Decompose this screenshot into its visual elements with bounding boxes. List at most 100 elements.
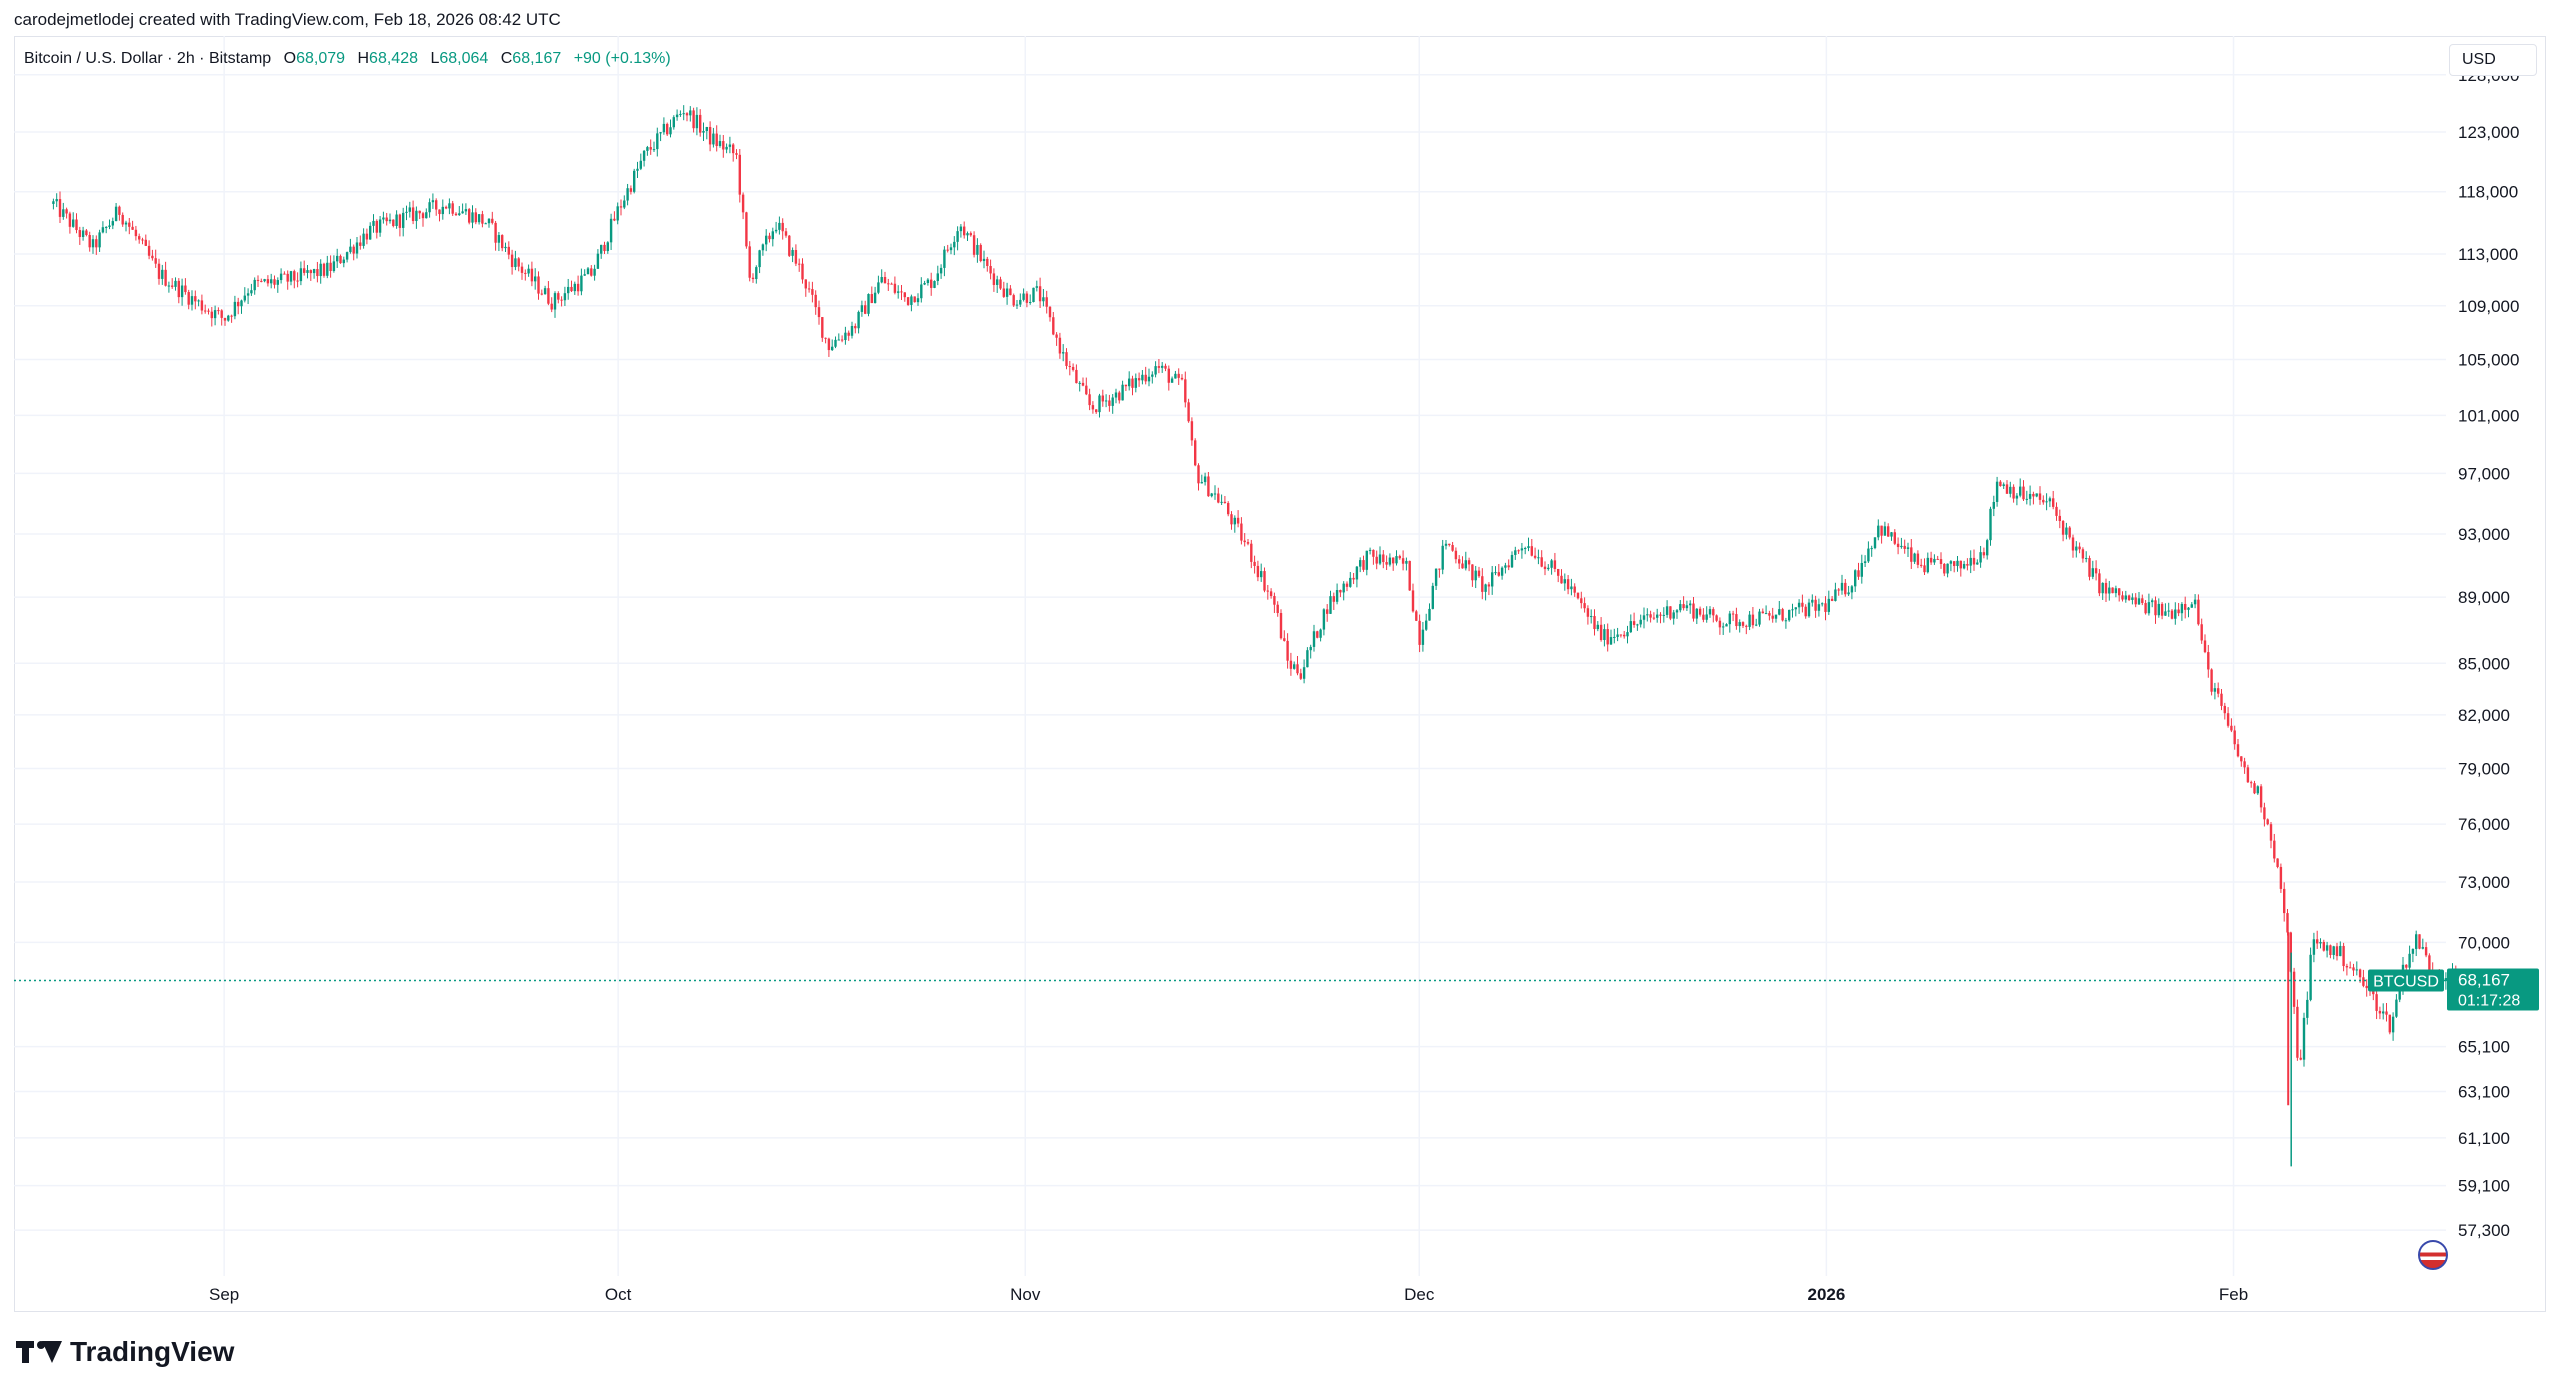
candle-body <box>1652 617 1656 619</box>
candle-body <box>1662 614 1665 616</box>
candle-body <box>273 279 276 285</box>
candle-body <box>78 230 81 238</box>
candle-body <box>1923 565 1926 573</box>
candle-body <box>675 114 679 118</box>
candle-body <box>682 113 685 115</box>
candle-body <box>1071 366 1075 370</box>
candle-body <box>1302 667 1306 679</box>
candle-body <box>534 276 537 282</box>
candle-body <box>702 130 705 133</box>
candle-body <box>1131 378 1134 388</box>
candle-body <box>1514 550 1517 555</box>
candle-body <box>1444 543 1448 546</box>
candle-body <box>1599 624 1603 641</box>
candle-body <box>2405 964 2408 968</box>
candle-body <box>174 280 177 287</box>
candle-body <box>1180 377 1184 380</box>
candle-body <box>2355 969 2358 971</box>
candle-body <box>1623 634 1626 637</box>
candle-body <box>543 288 547 295</box>
candle-body <box>1217 493 1220 503</box>
candle-body <box>1309 646 1312 651</box>
candle-body <box>1797 602 1801 608</box>
candle-body <box>867 294 870 314</box>
chart-frame <box>14 36 2546 1312</box>
candle-body <box>1088 394 1091 406</box>
candle-body <box>784 231 788 236</box>
candle-body <box>2184 603 2187 610</box>
candle-body <box>2167 610 2170 612</box>
candle-body <box>692 110 695 129</box>
candle-body <box>1781 609 1784 621</box>
symbol-name: Bitcoin / U.S. Dollar · 2h · Bitstamp <box>24 50 272 67</box>
candle-body <box>451 203 454 214</box>
candle-body <box>2312 939 2316 955</box>
candle-body <box>276 280 279 285</box>
candle-body <box>1134 378 1137 388</box>
candle-body <box>194 296 197 302</box>
candle-body <box>2276 858 2279 867</box>
candle-body <box>1946 563 1949 574</box>
chart-grid <box>14 36 2446 1276</box>
candle-body <box>2012 486 2015 499</box>
candle-body <box>778 222 781 230</box>
candle-body <box>910 296 913 305</box>
candle-body <box>329 262 332 271</box>
candle-body <box>553 293 557 310</box>
candle-body <box>68 213 72 227</box>
candle-body <box>2296 1006 2299 1058</box>
candle-body <box>98 232 101 248</box>
candle-body <box>1679 604 1682 611</box>
candle-body <box>283 273 286 275</box>
candle-body <box>903 292 906 298</box>
candle-body <box>765 235 768 245</box>
low-value: 68,064 <box>439 50 489 67</box>
candle-body <box>2111 587 2114 594</box>
candle-body <box>2309 954 2312 1000</box>
candle-body <box>1510 554 1514 568</box>
candle-body <box>1032 287 1035 303</box>
candle-body <box>1992 501 1995 509</box>
candle-body <box>722 141 725 150</box>
candle-body <box>2035 493 2038 497</box>
candle-body <box>246 293 250 296</box>
candle-body <box>794 250 798 264</box>
candle-body <box>227 315 230 321</box>
candle-body <box>167 285 171 287</box>
candle-body <box>801 263 804 280</box>
candle-body <box>1590 616 1593 618</box>
candle-body <box>207 310 210 312</box>
currency-selector[interactable]: USD <box>2449 44 2537 76</box>
price-tick-label: 109,000 <box>2458 297 2519 316</box>
candle-body <box>402 212 405 228</box>
candle-body <box>1428 608 1431 621</box>
candle-body <box>1213 493 1217 495</box>
candle-body <box>520 266 524 273</box>
candle-body <box>213 310 217 319</box>
candle-body <box>636 168 639 171</box>
candle-body <box>1649 614 1652 618</box>
candle-body <box>1329 596 1332 614</box>
candle-body <box>1613 636 1616 638</box>
candle-body <box>580 275 583 292</box>
candle-body <box>1896 543 1900 548</box>
candle-body <box>75 219 78 231</box>
candle-body <box>2352 967 2355 971</box>
candle-body <box>1283 638 1286 641</box>
candle-body <box>1029 302 1032 304</box>
candle-body <box>147 245 151 256</box>
candle-body <box>1147 376 1151 382</box>
candle-body <box>1095 409 1098 413</box>
candle-body <box>121 214 124 225</box>
candle-body <box>1576 592 1580 599</box>
candle-body <box>2078 546 2081 550</box>
candle-body <box>771 231 774 240</box>
candle-body <box>1260 571 1263 578</box>
candle-body <box>2071 537 2075 551</box>
candle-body <box>253 279 256 291</box>
candle-body <box>2349 967 2352 969</box>
candle-body <box>695 114 699 129</box>
candle-body <box>1164 365 1167 369</box>
candle-body <box>1316 631 1319 638</box>
